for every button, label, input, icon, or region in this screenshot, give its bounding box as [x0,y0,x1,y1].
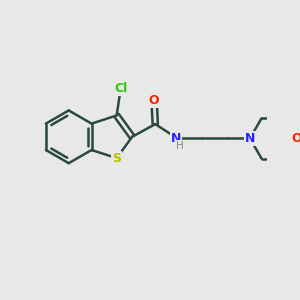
Text: H: H [176,141,183,151]
Text: N: N [245,132,255,145]
Text: N: N [171,132,181,145]
Text: O: O [149,94,159,107]
Text: S: S [112,152,121,165]
Text: Cl: Cl [114,82,128,94]
Text: O: O [291,132,300,145]
